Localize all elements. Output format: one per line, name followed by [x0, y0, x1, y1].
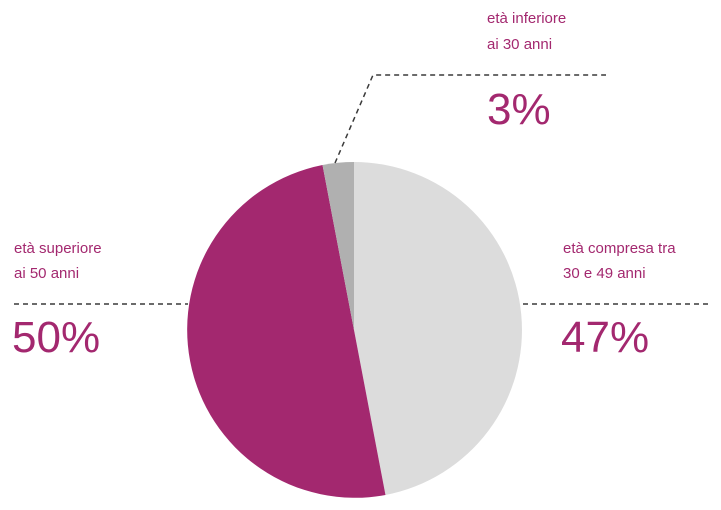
label-over-50-line-1: età superiore: [14, 240, 102, 257]
pie-slice-30-49: [354, 162, 522, 496]
label-over-50-line-2: ai 50 anni: [14, 265, 79, 282]
label-under-30-line-2: ai 30 anni: [487, 36, 552, 53]
value-under-30: 3%: [487, 85, 551, 134]
pie-slice-under-30: [322, 162, 354, 330]
value-over-50: 50%: [12, 313, 100, 362]
value-30-49: 47%: [561, 313, 649, 362]
pie-slice-over-50: [187, 164, 386, 498]
label-under-30-line-1: età inferiore: [487, 10, 566, 27]
leader-line-under-30: [334, 74, 606, 164]
label-30-49-line-2: 30 e 49 anni: [563, 265, 646, 282]
pie-slices: [187, 162, 522, 498]
label-30-49-line-1: età compresa tra: [563, 240, 676, 257]
